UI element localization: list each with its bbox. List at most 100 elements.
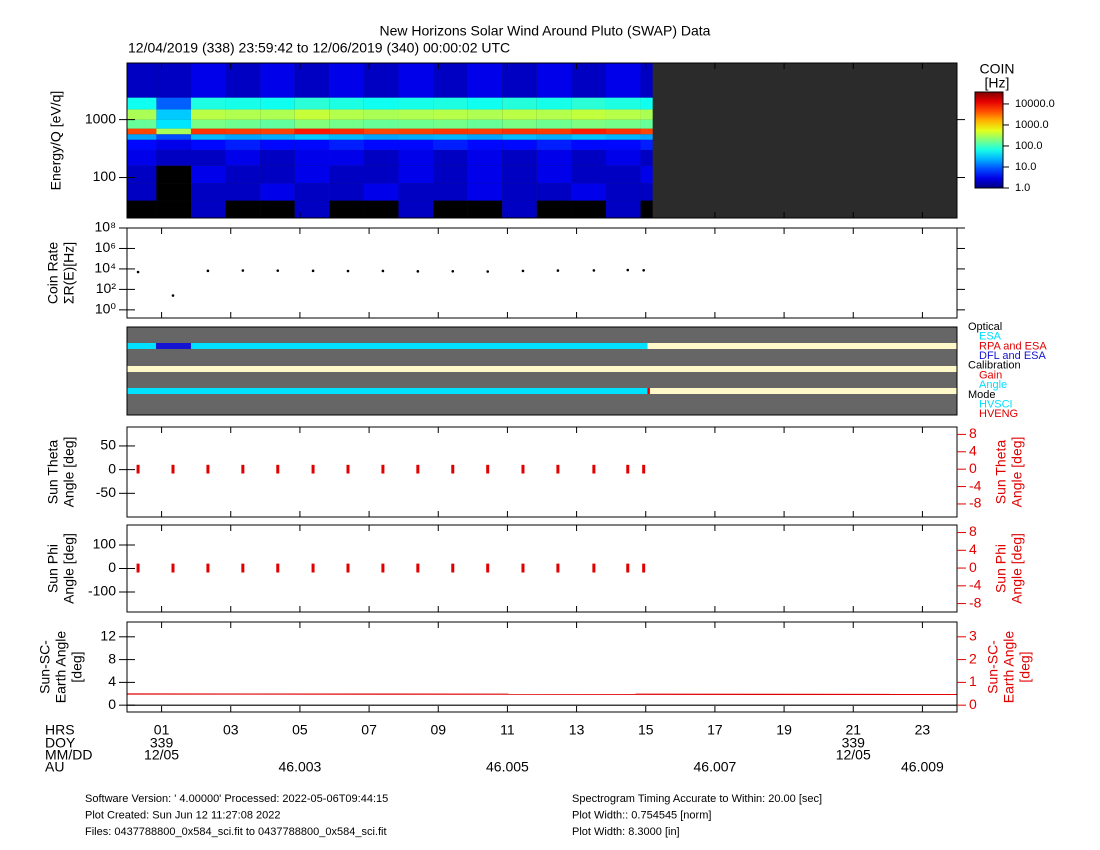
spectrogram-cell (156, 183, 191, 201)
spectrogram-cell (260, 128, 295, 135)
spectrogram-cell (190, 139, 226, 150)
spectrogram-cell (225, 139, 261, 150)
y-tick-label: 1000 (85, 110, 116, 126)
y2-tick-label: -8 (969, 495, 982, 511)
spectrogram-cell (433, 149, 468, 166)
time-tick-label: 15 (638, 722, 654, 738)
data-point (136, 270, 140, 274)
spectrogram-cell (329, 128, 364, 135)
angle-mark (521, 563, 525, 573)
data-point (276, 269, 280, 272)
spectrogram-cell (156, 134, 191, 140)
y-tick-label: -100 (88, 583, 116, 599)
spectrogram-cell (260, 139, 295, 150)
axis-label: [deg] (69, 651, 85, 682)
spectrogram-cell (605, 97, 641, 110)
spectrogram-cell (398, 165, 434, 184)
spectrogram-cell (433, 97, 468, 110)
spectrogram-cell (467, 149, 503, 166)
spectrogram-cell (127, 128, 157, 135)
y2-tick-label: 2 (969, 650, 977, 666)
spectrogram-cell (502, 183, 537, 201)
spectrogram-cell (605, 165, 641, 184)
data-point (241, 269, 245, 272)
spectrogram-cell (605, 183, 641, 201)
angle-mark (346, 563, 350, 573)
spectrogram-cell (467, 119, 503, 129)
spectrogram-cell (329, 109, 364, 120)
time-tick-label: 23 (915, 722, 931, 738)
state-segment (649, 388, 957, 394)
data-point (642, 268, 645, 272)
spectrogram-cell (536, 149, 572, 166)
state-segment (647, 388, 650, 394)
spectrogram-cell (294, 149, 330, 166)
spectrogram-cell (467, 165, 503, 184)
colorbar-tick-label: 1.0 (1015, 182, 1030, 194)
spectrogram-cell (605, 128, 641, 135)
spectrogram-cell (640, 63, 653, 98)
spectrogram-cell (190, 63, 226, 98)
angle-mark (626, 563, 630, 573)
spectrogram-cell (225, 63, 261, 98)
spectrogram-cell (536, 63, 572, 98)
spectrogram-cell (536, 109, 572, 120)
spectrogram-cell (502, 119, 537, 129)
y2-tick-label: 3 (969, 628, 977, 644)
time-tick-label: 03 (223, 722, 239, 738)
spectrogram-cell (605, 200, 641, 218)
spectrogram-cell (363, 128, 399, 135)
data-point (206, 269, 210, 273)
axis-label: Energy/Q [eV/q] (48, 91, 64, 191)
time-tick-label: 12/05 (144, 747, 179, 763)
footer-text: Plot Created: Sun Jun 12 11:27:08 2022 (85, 809, 281, 821)
spectrogram-cell (190, 165, 226, 184)
spectrogram-cell (398, 149, 434, 166)
spectrogram-cell (571, 200, 606, 218)
spectrogram-cell (190, 149, 226, 166)
data-point (346, 269, 350, 273)
spectrogram-cell (329, 119, 364, 129)
time-tick-label: 19 (776, 722, 792, 738)
time-tick-label: 46.009 (901, 759, 944, 775)
angle-mark (486, 563, 490, 573)
spectrogram-cell (190, 109, 226, 120)
plot-title: New Horizons Solar Wind Around Pluto (SW… (380, 23, 711, 39)
spectrogram-cell (225, 97, 261, 110)
spectrogram-cell (156, 128, 191, 135)
angle-mark (642, 563, 646, 573)
legend-entry: ESA (979, 331, 1002, 343)
spectrogram-cell (260, 200, 295, 218)
time-tick-label: 46.005 (486, 759, 529, 775)
angle-mark (136, 563, 140, 573)
plot-subtitle: 12/04/2019 (338) 23:59:42 to 12/06/2019 … (128, 40, 510, 56)
spectrogram-cell (260, 165, 295, 184)
spectrogram-cell (398, 134, 434, 140)
spectrogram-cell (260, 149, 295, 166)
legend-entry: Calibration (968, 360, 1021, 372)
time-row-label: AU (45, 759, 64, 775)
colorbar-tick-label: 1000.0 (1015, 119, 1049, 131)
y-tick-label: 50 (100, 437, 116, 453)
legend-entry: RPA and ESA (979, 340, 1047, 352)
spectrogram-cell (329, 134, 364, 140)
panel-frame (126, 62, 958, 219)
data-point (416, 270, 420, 273)
legend-entry: Mode (968, 389, 996, 401)
angle-mark (416, 464, 420, 474)
spectrogram-cell (605, 63, 641, 98)
legend-entry: DFL and ESA (979, 350, 1047, 362)
spectrogram-cell (156, 109, 191, 120)
time-row-label: HRS (45, 722, 75, 738)
angle-mark (311, 563, 315, 573)
y2-tick-label: 8 (969, 425, 977, 441)
spectrogram-cell (467, 200, 503, 218)
spectrogram-cell (571, 63, 606, 98)
spectrogram-cell (571, 109, 606, 120)
spectrogram-cell (363, 97, 399, 110)
time-tick-label: 13 (569, 722, 585, 738)
spectrogram-cell (156, 139, 191, 150)
time-tick-label: 339 (842, 735, 866, 751)
angle-mark (206, 563, 210, 573)
angle-mark (276, 563, 280, 573)
